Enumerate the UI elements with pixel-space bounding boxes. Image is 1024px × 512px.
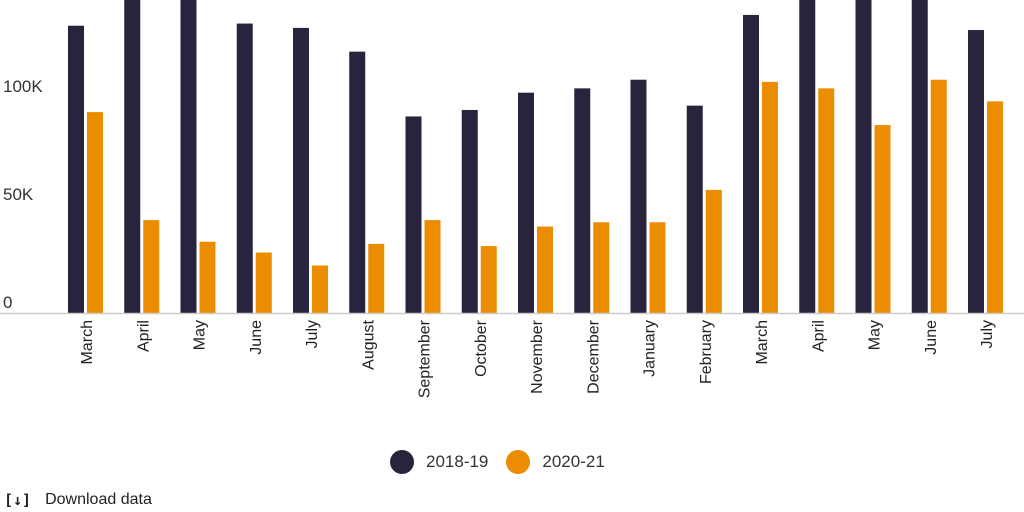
- download-data-button[interactable]: [↓] Download data: [4, 491, 152, 509]
- x-tick-label: October: [473, 319, 490, 377]
- bar-2018-19: [686, 105, 703, 313]
- bar-2020-21: [368, 243, 385, 313]
- bar-2020-21: [143, 220, 160, 313]
- y-tick-label: 50K: [3, 185, 34, 204]
- y-tick-label: 100K: [3, 77, 43, 96]
- legend-swatch: [390, 450, 414, 474]
- bar-2018-19: [236, 23, 253, 314]
- legend-swatch: [506, 450, 531, 474]
- x-tick-label: June: [248, 320, 265, 355]
- bar-2018-19: [68, 25, 84, 313]
- bar-2020-21: [87, 112, 103, 314]
- download-icon: [↓]: [4, 491, 32, 509]
- bar-chart: 0 50K 100K March April May June July August Septe…: [0, 0, 1024, 398]
- bar-2018-19: [630, 79, 647, 313]
- legend-item-2018-19[interactable]: 2018-19: [390, 450, 488, 474]
- x-tick-label: March: [754, 320, 771, 364]
- x-tick-label: July: [979, 320, 996, 348]
- x-tick-label: May: [867, 320, 884, 350]
- x-tick-label: January: [642, 320, 659, 377]
- bar-2018-19: [855, 0, 872, 313]
- download-label: Download data: [45, 491, 152, 508]
- bar-2018-19: [124, 0, 141, 313]
- bar-2020-21: [762, 81, 778, 313]
- x-tick-label: February: [698, 320, 715, 384]
- bar-2020-21: [255, 252, 272, 313]
- bar-2018-19: [461, 109, 478, 314]
- y-tick-label: 0: [3, 293, 12, 312]
- x-tick-label: April: [810, 320, 827, 352]
- bar-2020-21: [480, 246, 497, 313]
- x-tick-label: December: [585, 319, 602, 393]
- bar-2020-21: [649, 222, 666, 313]
- legend-item-2020-21[interactable]: 2020-21: [506, 450, 605, 474]
- bar-2018-19: [968, 30, 984, 313]
- bar-2018-19: [743, 14, 759, 313]
- x-tick-label: March: [79, 320, 96, 364]
- bar-2018-19: [349, 51, 366, 313]
- legend-label: 2020-21: [542, 452, 605, 471]
- bar-2020-21: [537, 226, 553, 313]
- legend: 2018-19 2020-21: [390, 450, 623, 474]
- x-tick-label: May: [192, 320, 209, 350]
- bar-2018-19: [799, 0, 816, 313]
- bar-2018-19: [518, 92, 534, 314]
- x-tick-label: June: [923, 320, 940, 355]
- bar-2018-19: [405, 116, 422, 313]
- bar-2018-19: [293, 27, 309, 313]
- bar-2020-21: [312, 265, 328, 313]
- x-tick-label: August: [360, 319, 377, 369]
- x-tick-label: April: [135, 320, 152, 352]
- bar-2018-19: [574, 88, 591, 313]
- bar-2020-21: [705, 189, 722, 313]
- bar-2020-21: [593, 222, 610, 313]
- x-tick-label: September: [417, 319, 434, 398]
- bar-2020-21: [818, 88, 835, 313]
- bar-2020-21: [987, 101, 1003, 313]
- bar-2020-21: [930, 79, 947, 313]
- bar-2018-19: [911, 0, 928, 313]
- bar-2020-21: [199, 241, 216, 313]
- bar-2018-19: [180, 0, 197, 313]
- x-tick-label: July: [304, 320, 321, 348]
- bar-2020-21: [424, 220, 441, 313]
- x-tick-label: November: [529, 319, 546, 393]
- legend-label: 2018-19: [426, 452, 489, 471]
- bar-2020-21: [874, 125, 891, 313]
